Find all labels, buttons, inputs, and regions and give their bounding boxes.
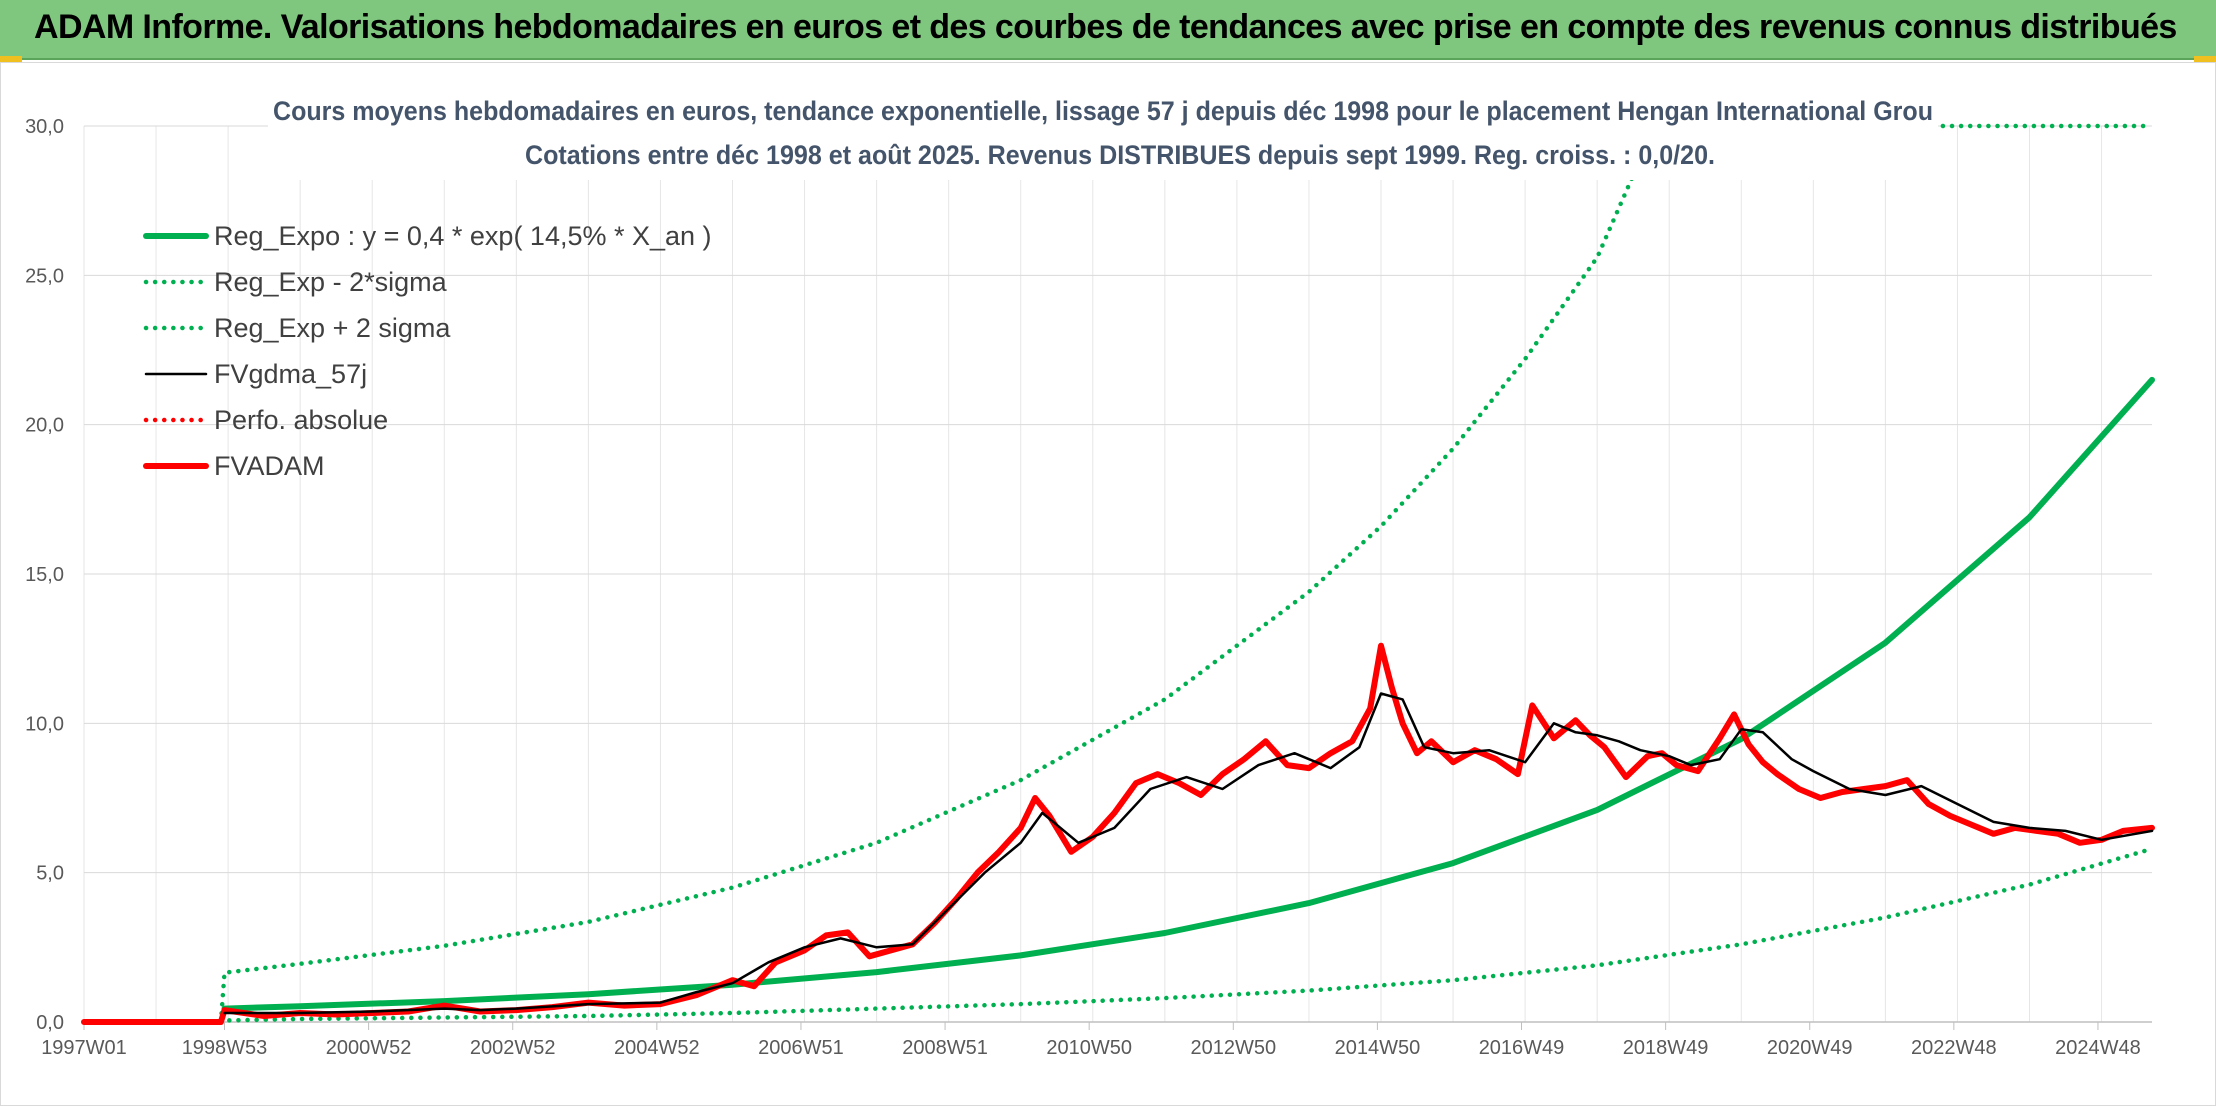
- legend-label: Perfo. absolue: [214, 405, 388, 435]
- series-line-5: [81, 642, 2155, 1025]
- report-title: ADAM Informe. Valorisations hebdomadaire…: [34, 8, 2177, 46]
- series-line-1: [81, 846, 2155, 1025]
- legend-label: Reg_Expo : y = 0,4 * exp( 14,5% * X_an ): [214, 221, 712, 251]
- x-tick-label: 2018W49: [1623, 1037, 1709, 1059]
- legend-label: Reg_Exp - 2*sigma: [214, 267, 448, 297]
- y-tick-label: 5,0: [36, 863, 64, 885]
- y-tick-label: 25,0: [25, 265, 64, 287]
- legend-label: Reg_Exp + 2 sigma: [214, 313, 451, 343]
- chart-subtitle: Cotations entre déc 1998 et août 2025. R…: [525, 140, 1715, 170]
- title-backdrop: [268, 88, 1938, 180]
- y-axis-ticks: 0,0 5,0 10,0 15,0 20,0 25,0 30,0: [25, 116, 64, 1034]
- corner-mark-right: [2194, 56, 2216, 62]
- legend-label: FVgdma_57j: [214, 359, 367, 389]
- x-tick-label: 2006W51: [758, 1037, 844, 1059]
- x-tick-label: 2012W50: [1190, 1037, 1276, 1059]
- x-axis-ticks: 1997W01 1998W53 2000W52 2002W52 2004W52 2006W…: [41, 1022, 2141, 1059]
- y-tick-label: 10,0: [25, 713, 64, 735]
- series-line-3: [223, 692, 2154, 1015]
- corner-mark-left: [0, 56, 22, 62]
- x-tick-label: 2008W51: [902, 1037, 988, 1059]
- chart-title: Cours moyens hebdomadaires en euros, ten…: [273, 96, 1933, 126]
- x-tick-label: 2002W52: [470, 1037, 556, 1059]
- x-tick-label: 2016W49: [1479, 1037, 1565, 1059]
- x-tick-label: 2000W52: [326, 1037, 412, 1059]
- y-tick-label: 0,0: [36, 1012, 64, 1034]
- x-tick-label: 2004W52: [614, 1037, 700, 1059]
- series-line-2: [81, 123, 2155, 1025]
- legend-label: FVADAM: [214, 451, 325, 481]
- y-tick-label: 30,0: [25, 116, 64, 138]
- x-tick-label: 2022W48: [1911, 1037, 1997, 1059]
- x-tick-label: 1998W53: [182, 1037, 268, 1059]
- y-tick-label: 15,0: [25, 564, 64, 586]
- legend: Reg_Expo : y = 0,4 * exp( 14,5% * X_an )…: [143, 221, 712, 481]
- x-tick-label: 2014W50: [1335, 1037, 1421, 1059]
- report-banner: ADAM Informe. Valorisations hebdomadaire…: [0, 0, 2216, 60]
- x-tick-label: 2010W50: [1046, 1037, 1132, 1059]
- y-tick-label: 20,0: [25, 415, 64, 437]
- x-tick-label: 1997W01: [41, 1037, 127, 1059]
- series-line-0: [221, 376, 2155, 1012]
- series-lines: [81, 123, 2155, 1025]
- x-tick-label: 2020W49: [1767, 1037, 1853, 1059]
- grid-lines: [83, 125, 2152, 1023]
- x-tick-label: 2024W48: [2055, 1037, 2141, 1059]
